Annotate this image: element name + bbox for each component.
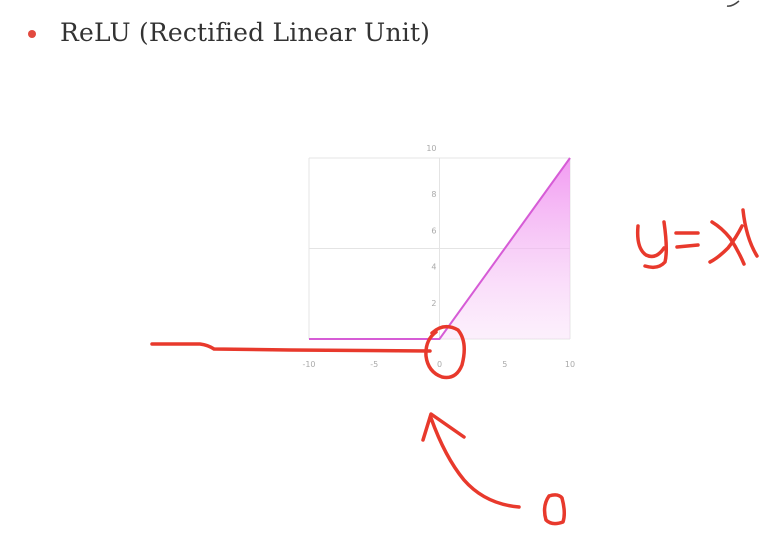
hand-drawn-zero-label xyxy=(542,493,567,526)
corner-ink-mark-icon xyxy=(726,0,740,7)
hand-annotations xyxy=(150,208,759,526)
bullet-text: ReLU (Rectified Linear Unit) xyxy=(60,18,431,47)
y-tick-label: 6 xyxy=(431,226,436,235)
y-tick-label: 2 xyxy=(431,299,436,308)
hand-drawn-arrow-head-icon xyxy=(421,412,466,442)
y-tick-label: 4 xyxy=(431,263,436,272)
x-tick-label: 5 xyxy=(502,360,507,369)
hand-drawn-negative-line xyxy=(150,342,432,353)
x-tick-label: -5 xyxy=(370,360,378,369)
bullet-dot-icon xyxy=(28,29,36,38)
hand-drawn-formula xyxy=(635,208,759,270)
x-tick-label: 0 xyxy=(437,360,442,369)
hand-drawn-origin-circle xyxy=(424,324,466,380)
hand-drawn-arrow-shaft xyxy=(429,416,521,509)
y-tick-label: 8 xyxy=(431,190,436,199)
x-tick-label: 10 xyxy=(565,360,575,369)
x-tick-label: -10 xyxy=(302,360,315,369)
bullet-item: ReLU (Rectified Linear Unit) xyxy=(28,18,430,47)
y-tick-label: 10 xyxy=(426,144,436,153)
